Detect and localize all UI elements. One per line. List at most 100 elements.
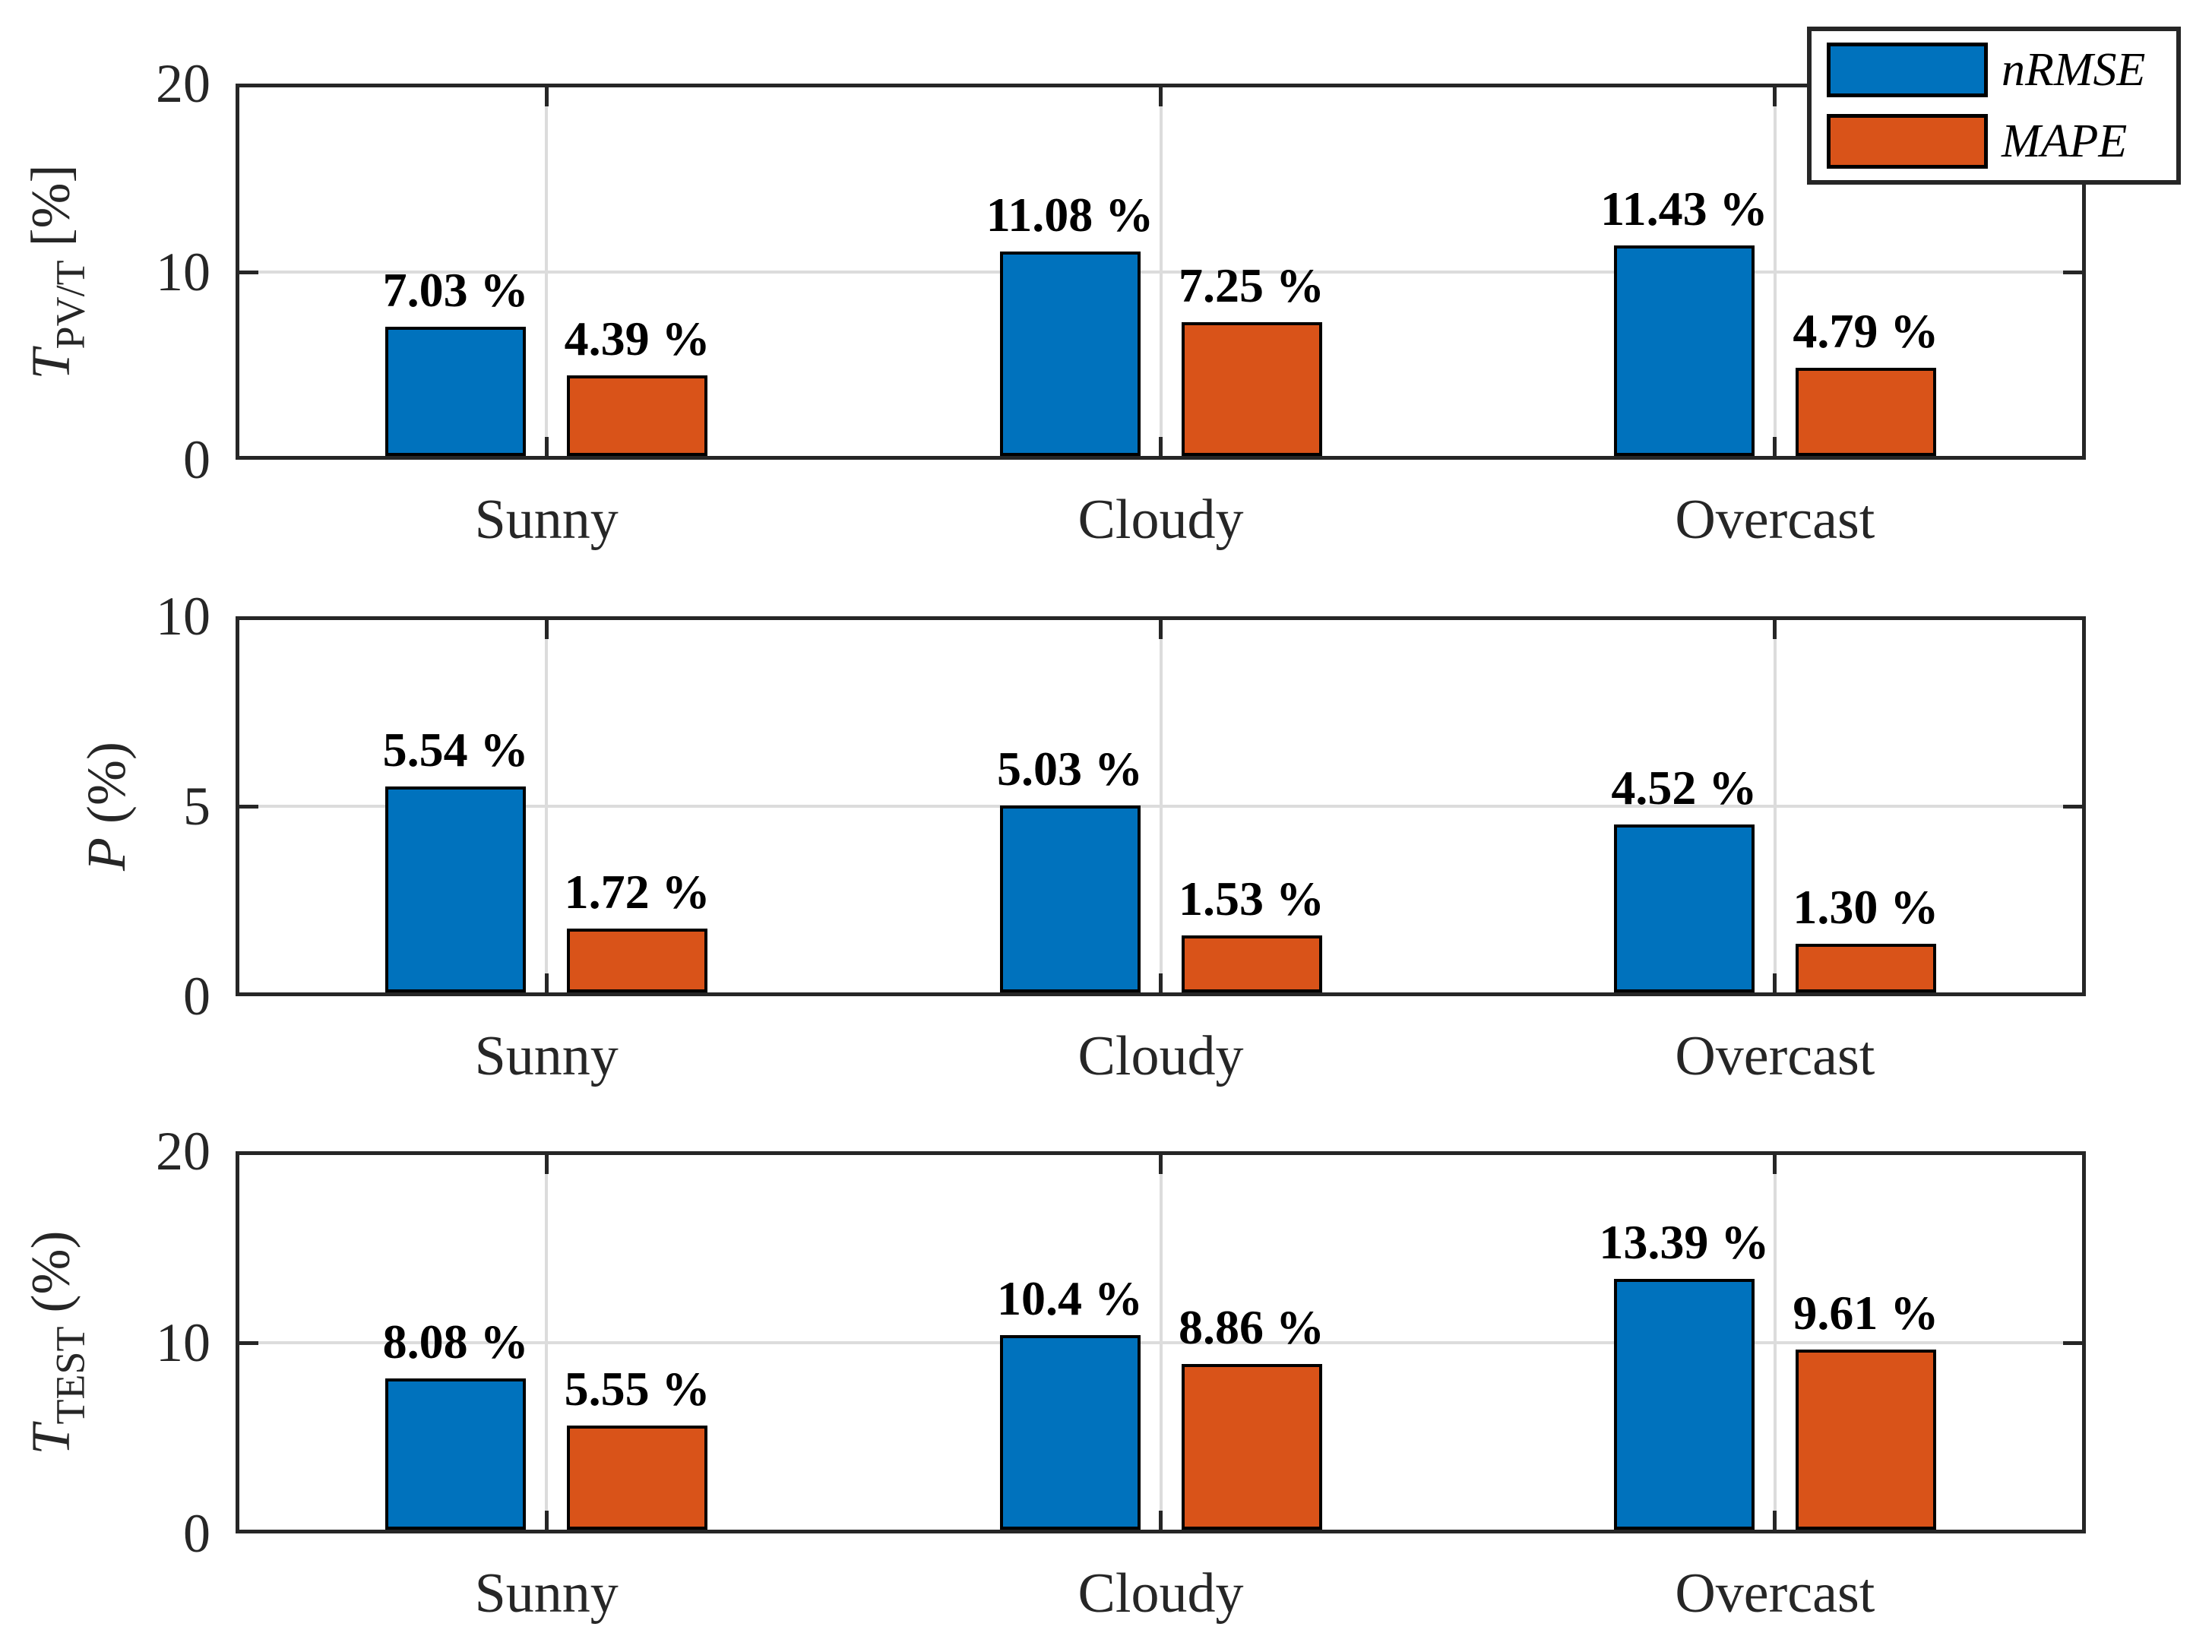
x-tick-mark (544, 973, 549, 992)
subplot-ttest: TTEST (%) 0 10 20 8.08 % 5.55 % 10.4 % 8.86 % 13… (0, 1124, 2212, 1622)
x-tick-mark (544, 87, 549, 106)
gridline-vertical (1773, 87, 1777, 456)
legend-entry-mape: MAPE (1827, 114, 2176, 169)
bar-value-label-nrmse-overcast: 13.39 % (1599, 1214, 1770, 1269)
x-tick-mark (1159, 1155, 1163, 1174)
y-tick-mark (239, 1340, 258, 1345)
x-tick-label-overcast: Overcast (1675, 1025, 1875, 1087)
bar-value-label-nrmse-sunny: 8.08 % (382, 1314, 529, 1369)
bar-value-label-mape-cloudy: 8.86 % (1179, 1299, 1324, 1354)
y-tick-mark (2063, 805, 2082, 809)
bar-value-label-mape-cloudy: 1.53 % (1179, 872, 1324, 926)
bar-mape-overcast (1795, 367, 1936, 456)
legend-entry-nrmse: nRMSE (1827, 43, 2176, 97)
bar-value-label-mape-sunny: 1.72 % (564, 864, 710, 919)
y-tick-mark (239, 805, 258, 809)
x-tick-label-overcast: Overcast (1675, 489, 1875, 551)
y-tick-label-5: 5 (183, 776, 210, 837)
x-tick-mark (544, 1511, 549, 1530)
legend-label-nrmse: nRMSE (2002, 44, 2146, 96)
x-tick-mark (544, 437, 549, 456)
gridline-vertical (1159, 620, 1163, 992)
legend: nRMSE MAPE (1807, 27, 2181, 185)
gridline-vertical (1773, 620, 1777, 992)
y-tick-label-10: 10 (156, 586, 210, 647)
gridline-vertical (545, 1155, 549, 1530)
x-tick-label-sunny: Sunny (474, 1562, 619, 1625)
x-tick-label-cloudy: Cloudy (1078, 1562, 1244, 1625)
bar-mape-cloudy (1181, 322, 1322, 456)
y-tick-label-0: 0 (183, 1503, 210, 1564)
x-tick-label-cloudy: Cloudy (1078, 1025, 1244, 1087)
bar-value-label-mape-cloudy: 7.25 % (1179, 258, 1324, 313)
bar-nrmse-cloudy (999, 1334, 1141, 1530)
bar-value-label-nrmse-cloudy: 11.08 % (986, 188, 1154, 242)
gridline-vertical (1159, 1155, 1163, 1530)
bar-value-label-nrmse-overcast: 4.52 % (1611, 760, 1758, 815)
x-tick-label-sunny: Sunny (474, 489, 619, 551)
gridline-vertical (545, 620, 549, 992)
bar-value-label-nrmse-sunny: 7.03 % (382, 262, 529, 317)
plot-area: 7.03 % 4.39 % 11.08 % 7.25 % 11.43 % 4.79 % (236, 84, 2086, 460)
x-tick-mark (1159, 973, 1163, 992)
x-tick-label-overcast: Overcast (1675, 1562, 1875, 1625)
legend-label-mape: MAPE (2002, 116, 2128, 167)
bar-mape-cloudy (1181, 1363, 1322, 1530)
plot-area: 8.08 % 5.55 % 10.4 % 8.86 % 13.39 % 9.61 % (236, 1151, 2086, 1533)
bar-mape-overcast (1795, 1350, 1936, 1530)
y-axis-ticks: 0 10 20 (0, 1124, 236, 1561)
bar-value-label-mape-overcast: 9.61 % (1793, 1286, 1939, 1340)
bar-nrmse-cloudy (999, 805, 1141, 992)
bar-value-label-nrmse-cloudy: 5.03 % (997, 741, 1143, 796)
bar-mape-sunny (567, 928, 708, 992)
gridline-vertical (1773, 1155, 1777, 1530)
x-tick-label-sunny: Sunny (474, 1025, 619, 1087)
bar-value-label-nrmse-cloudy: 10.4 % (997, 1271, 1143, 1325)
y-tick-label-0: 0 (183, 429, 210, 490)
bar-value-label-mape-sunny: 4.39 % (564, 311, 710, 366)
bar-value-label-nrmse-sunny: 5.54 % (382, 722, 529, 777)
legend-swatch-mape-icon (1827, 114, 1988, 169)
y-tick-label-20: 20 (156, 1121, 210, 1182)
bar-value-label-mape-overcast: 1.30 % (1793, 880, 1939, 935)
subplot-p: P (%) 0 5 10 5.54 % 1.72 % 5.03 % 1.53 % 4.52 % 1… (0, 589, 2212, 1084)
bar-nrmse-sunny (385, 786, 527, 992)
x-tick-mark (1773, 87, 1777, 106)
x-tick-mark (1773, 1155, 1777, 1174)
x-tick-mark (544, 620, 549, 639)
bar-value-label-mape-sunny: 5.55 % (564, 1362, 710, 1416)
y-axis-ticks: 0 5 10 (0, 589, 236, 1024)
y-tick-mark (2063, 1340, 2082, 1345)
bar-nrmse-sunny (385, 1378, 527, 1530)
subplot-tpvt: TPV/T [%] 0 10 20 7.03 % 4.39 % 11.08 % 7.25 % 1… (0, 56, 2212, 548)
y-tick-mark (2063, 270, 2082, 274)
y-tick-label-20: 20 (156, 53, 210, 114)
bar-nrmse-sunny (385, 326, 527, 456)
bar-mape-cloudy (1181, 935, 1322, 992)
x-tick-mark (1773, 620, 1777, 639)
plot-area: 5.54 % 1.72 % 5.03 % 1.53 % 4.52 % 1.30 % (236, 616, 2086, 996)
x-tick-mark (1773, 437, 1777, 456)
x-tick-mark (1159, 1511, 1163, 1530)
x-tick-mark (1773, 1511, 1777, 1530)
legend-swatch-nrmse-icon (1827, 43, 1988, 97)
bar-mape-sunny (567, 375, 708, 456)
bar-nrmse-overcast (1613, 824, 1755, 992)
x-tick-mark (1159, 87, 1163, 106)
x-tick-mark (1159, 437, 1163, 456)
y-tick-label-10: 10 (156, 241, 210, 302)
bar-nrmse-cloudy (999, 252, 1141, 456)
x-tick-mark (544, 1155, 549, 1174)
gridline-vertical (1159, 87, 1163, 456)
bar-value-label-nrmse-overcast: 11.43 % (1600, 181, 1768, 236)
x-tick-label-cloudy: Cloudy (1078, 489, 1244, 551)
bar-value-label-mape-overcast: 4.79 % (1793, 303, 1939, 358)
y-tick-label-10: 10 (156, 1312, 210, 1373)
y-axis-ticks: 0 10 20 (0, 56, 236, 487)
y-tick-mark (239, 270, 258, 274)
x-tick-mark (1159, 620, 1163, 639)
bar-nrmse-overcast (1613, 245, 1755, 456)
y-tick-label-0: 0 (183, 966, 210, 1027)
bar-mape-sunny (567, 1426, 708, 1530)
